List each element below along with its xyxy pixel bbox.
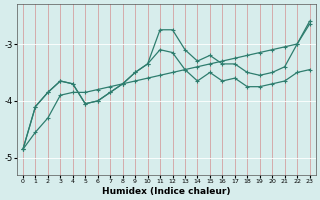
X-axis label: Humidex (Indice chaleur): Humidex (Indice chaleur): [102, 187, 230, 196]
